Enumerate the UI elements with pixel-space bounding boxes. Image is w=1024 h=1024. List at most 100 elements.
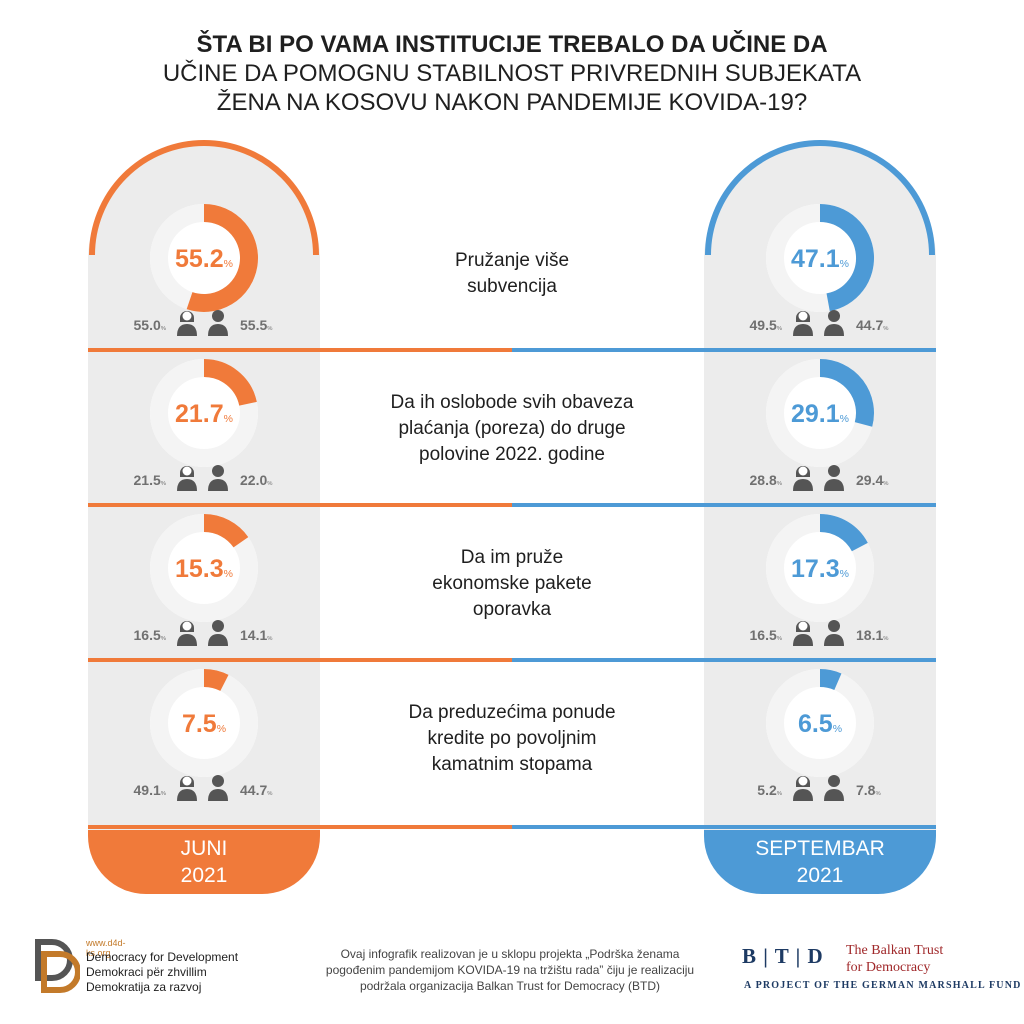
female-person-icon xyxy=(793,776,813,801)
female-label-1-2-percent-sign: % xyxy=(777,636,783,642)
female-label-0-2-value: 16.5 xyxy=(134,627,161,643)
total-label-1-3: 6.5% xyxy=(798,710,842,738)
total-label-0-2-value: 15.3 xyxy=(175,555,224,583)
female-label-1-3-percent-sign: % xyxy=(777,791,783,797)
female-face xyxy=(182,776,192,786)
btd-logo-block: B | T | D The Balkan Trust for Democracy… xyxy=(742,942,1020,1002)
category-label-line-1: ekonomske pakete xyxy=(432,573,592,594)
category-label-2: Da im pruže ekonomske pakete oporavka xyxy=(372,545,652,623)
total-label-1-3-value: 6.5 xyxy=(798,710,833,738)
male-person-icon xyxy=(824,465,844,491)
donut-arc-1-1 xyxy=(819,359,874,427)
total-label-0-1: 21.7% xyxy=(175,400,233,428)
male-person-icon xyxy=(824,775,844,801)
female-face xyxy=(798,311,808,321)
donut-arc-0-2 xyxy=(203,514,249,548)
female-label-0-0-value: 55.0 xyxy=(134,317,161,333)
female-label-0-1-value: 21.5 xyxy=(134,472,161,488)
female-label-1-2-value: 16.5 xyxy=(750,627,777,643)
donut-arc-0-1 xyxy=(203,359,257,407)
total-label-0-3-value: 7.5 xyxy=(182,710,217,738)
period-year: 2021 xyxy=(180,864,228,887)
person-body xyxy=(824,634,844,646)
category-label-line-1: kredite po povoljnim xyxy=(427,728,597,749)
period-label-1: SEPTEMBAR 2021 xyxy=(704,835,936,889)
total-label-1-0-value: 47.1 xyxy=(791,245,840,273)
category-label-line-2: polovine 2022. godine xyxy=(419,444,605,465)
donut-arc-0-0 xyxy=(186,204,258,312)
female-label-1-3-value: 5.2 xyxy=(757,782,777,798)
male-label-0-3: 44.7% xyxy=(240,782,273,798)
male-label-1-0-value: 44.7 xyxy=(856,317,883,333)
category-label-line-2: oporavka xyxy=(472,599,552,620)
male-label-0-0-percent-sign: % xyxy=(267,326,273,332)
female-label-1-0-percent-sign: % xyxy=(777,326,783,332)
d4d-logo xyxy=(35,939,80,993)
donut-arc-1-2 xyxy=(819,514,868,552)
total-label-1-2-percent-sign: % xyxy=(840,568,849,580)
total-label-0-2-percent-sign: % xyxy=(224,568,233,580)
d4d-url: www.d4d-ks.org xyxy=(86,938,126,958)
category-label-line-2: kamatnim stopama xyxy=(431,754,593,775)
period-name: SEPTEMBAR xyxy=(755,837,885,860)
male-head xyxy=(828,620,840,632)
female-label-1-1-percent-sign: % xyxy=(777,481,783,487)
female-face xyxy=(798,466,808,476)
female-label-1-1: 28.8% xyxy=(750,472,783,488)
category-label-3: Da preduzećima ponude kredite po povoljni… xyxy=(372,700,652,778)
male-person-icon xyxy=(208,310,228,336)
female-face xyxy=(182,621,192,631)
btd-tagline: A PROJECT OF THE GERMAN MARSHALL FUND xyxy=(744,980,1022,991)
female-person-icon xyxy=(793,311,813,336)
female-label-0-0-percent-sign: % xyxy=(161,326,167,332)
male-label-1-3-percent-sign: % xyxy=(875,791,881,797)
total-label-1-2: 17.3% xyxy=(791,555,849,583)
female-label-1-1-value: 28.8 xyxy=(750,472,777,488)
female-label-0-3-percent-sign: % xyxy=(161,791,167,797)
footer-note-line-2: pogođenim pandemijom KOVIDA-19 na tržišt… xyxy=(325,963,695,977)
male-person-icon xyxy=(208,620,228,646)
male-head xyxy=(828,310,840,322)
total-label-0-0: 55.2% xyxy=(175,245,233,273)
male-person-icon xyxy=(824,310,844,336)
female-label-0-3: 49.1% xyxy=(134,782,167,798)
male-label-1-0: 44.7% xyxy=(856,317,889,333)
male-head xyxy=(212,310,224,322)
total-label-0-3: 7.5% xyxy=(182,710,226,738)
male-label-1-1: 29.4% xyxy=(856,472,889,488)
period-cap-1 xyxy=(704,830,936,894)
footer-note-line-1: Ovaj infografik realizovan je u sklopu p… xyxy=(340,947,680,961)
total-label-1-3-percent-sign: % xyxy=(833,723,842,735)
male-label-0-1-value: 22.0 xyxy=(240,472,267,488)
person-body xyxy=(177,324,197,336)
period-arch-0 xyxy=(89,140,319,256)
male-label-0-1: 22.0% xyxy=(240,472,273,488)
person-body xyxy=(824,479,844,491)
category-label-line-0: Da ih oslobode svih obaveza xyxy=(390,392,634,413)
donut-arc-1-0 xyxy=(819,204,874,312)
total-label-0-1-percent-sign: % xyxy=(224,413,233,425)
female-face xyxy=(182,311,192,321)
category-label-1: Da ih oslobode svih obaveza plaćanja (por… xyxy=(372,390,652,468)
male-label-0-2: 14.1% xyxy=(240,627,273,643)
chart-title: ŠTA BI PO VAMA INSTITUCIJE TREBALO DA UČ… xyxy=(0,30,1024,117)
male-person-icon xyxy=(208,465,228,491)
total-label-1-1-percent-sign: % xyxy=(840,413,849,425)
male-label-1-3-value: 7.8 xyxy=(856,782,876,798)
total-label-0-1-value: 21.7 xyxy=(175,400,224,428)
male-label-1-2: 18.1% xyxy=(856,627,889,643)
total-label-0-2: 15.3% xyxy=(175,555,233,583)
category-label-line-0: Da preduzećima ponude xyxy=(408,702,616,723)
person-body xyxy=(177,479,197,491)
female-face xyxy=(798,621,808,631)
total-label-0-3-percent-sign: % xyxy=(217,723,226,735)
male-label-0-0: 55.5% xyxy=(240,317,273,333)
period-name: JUNI xyxy=(180,837,228,860)
female-face xyxy=(798,776,808,786)
title-line-1: ŠTA BI PO VAMA INSTITUCIJE TREBALO DA UČ… xyxy=(196,31,828,58)
female-person-icon xyxy=(793,466,813,491)
person-body xyxy=(177,634,197,646)
female-label-0-1: 21.5% xyxy=(134,472,167,488)
period-arch-1 xyxy=(705,140,935,256)
person-body xyxy=(793,479,813,491)
